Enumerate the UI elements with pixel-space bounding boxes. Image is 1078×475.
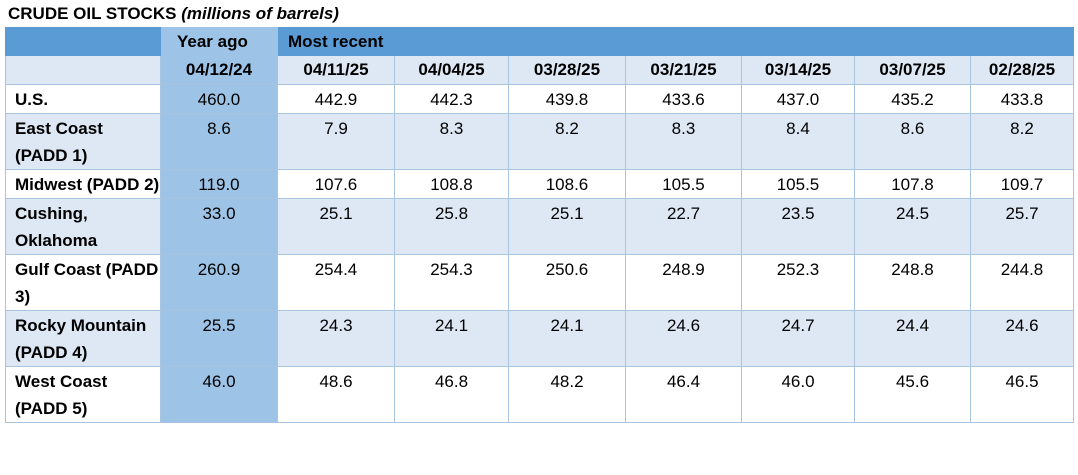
value-cell: 252.3 <box>741 254 855 311</box>
date-header: 03/07/25 <box>854 55 971 85</box>
value-cell: 8.6 <box>160 113 278 170</box>
value-cell: 23.5 <box>741 198 855 255</box>
value-cell: 46.0 <box>160 366 278 423</box>
value-cell: 25.1 <box>277 198 395 255</box>
value-cell: 8.2 <box>508 113 626 170</box>
value-cell: 442.3 <box>394 84 509 114</box>
table-row: U.S. 460.0 442.9 442.3 439.8 433.6 437.0 435.2 4… <box>5 84 1074 114</box>
value-cell: 8.4 <box>741 113 855 170</box>
value-cell: 24.1 <box>508 310 626 367</box>
value-cell: 250.6 <box>508 254 626 311</box>
value-cell: 8.2 <box>970 113 1074 170</box>
value-cell: 8.3 <box>625 113 742 170</box>
value-cell: 22.7 <box>625 198 742 255</box>
table-row: Rocky Mountain (PADD 4) 25.5 24.3 24.1 24.1 2… <box>5 310 1074 367</box>
value-cell: 105.5 <box>625 169 742 199</box>
value-cell: 48.6 <box>277 366 395 423</box>
table-row: Cushing, Oklahoma 33.0 25.1 25.8 25.1 22.7 23.… <box>5 198 1074 255</box>
value-cell: 48.2 <box>508 366 626 423</box>
value-cell: 105.5 <box>741 169 855 199</box>
value-cell: 433.6 <box>625 84 742 114</box>
value-cell: 46.4 <box>625 366 742 423</box>
value-cell: 108.6 <box>508 169 626 199</box>
value-cell: 24.7 <box>741 310 855 367</box>
date-header: 03/14/25 <box>741 55 855 85</box>
date-header: 02/28/25 <box>970 55 1074 85</box>
row-label: West Coast (PADD 5) <box>5 366 161 423</box>
value-cell: 46.5 <box>970 366 1074 423</box>
value-cell: 33.0 <box>160 198 278 255</box>
date-header: 03/21/25 <box>625 55 742 85</box>
value-cell: 24.1 <box>394 310 509 367</box>
value-cell: 435.2 <box>854 84 971 114</box>
value-cell: 437.0 <box>741 84 855 114</box>
group-header-row: Year ago Most recent <box>5 27 1074 56</box>
table-row: West Coast (PADD 5) 46.0 48.6 46.8 48.2 46.4 4… <box>5 366 1074 423</box>
row-label: U.S. <box>5 84 161 114</box>
date-header: 04/04/25 <box>394 55 509 85</box>
value-cell: 24.6 <box>970 310 1074 367</box>
value-cell: 107.6 <box>277 169 395 199</box>
value-cell: 24.5 <box>854 198 971 255</box>
date-header: 04/11/25 <box>277 55 395 85</box>
crude-oil-stocks-table: Year ago Most recent 04/12/24 04/11/25 04/… <box>5 27 1074 423</box>
date-header-row: 04/12/24 04/11/25 04/04/25 03/28/25 03/21/25… <box>5 55 1074 85</box>
value-cell: 244.8 <box>970 254 1074 311</box>
year-ago-header: Year ago <box>160 27 278 56</box>
value-cell: 25.1 <box>508 198 626 255</box>
value-cell: 260.9 <box>160 254 278 311</box>
value-cell: 45.6 <box>854 366 971 423</box>
title-subtitle: (millions of barrels) <box>181 4 339 23</box>
row-label: East Coast (PADD 1) <box>5 113 161 170</box>
value-cell: 8.3 <box>394 113 509 170</box>
value-cell: 46.0 <box>741 366 855 423</box>
value-cell: 433.8 <box>970 84 1074 114</box>
value-cell: 109.7 <box>970 169 1074 199</box>
value-cell: 254.3 <box>394 254 509 311</box>
title-main: CRUDE OIL STOCKS <box>8 4 177 23</box>
date-corner-cell <box>5 55 161 85</box>
table-row: Gulf Coast (PADD 3) 260.9 254.4 254.3 250.6 2… <box>5 254 1074 311</box>
table-row: East Coast (PADD 1) 8.6 7.9 8.3 8.2 8.3 8.4 8.6… <box>5 113 1074 170</box>
value-cell: 46.8 <box>394 366 509 423</box>
date-header: 03/28/25 <box>508 55 626 85</box>
value-cell: 460.0 <box>160 84 278 114</box>
value-cell: 254.4 <box>277 254 395 311</box>
value-cell: 248.9 <box>625 254 742 311</box>
table-row: Midwest (PADD 2) 119.0 107.6 108.8 108.6 105.… <box>5 169 1074 199</box>
value-cell: 442.9 <box>277 84 395 114</box>
value-cell: 439.8 <box>508 84 626 114</box>
value-cell: 24.4 <box>854 310 971 367</box>
row-label: Rocky Mountain (PADD 4) <box>5 310 161 367</box>
value-cell: 25.5 <box>160 310 278 367</box>
value-cell: 25.7 <box>970 198 1074 255</box>
value-cell: 24.6 <box>625 310 742 367</box>
value-cell: 25.8 <box>394 198 509 255</box>
value-cell: 24.3 <box>277 310 395 367</box>
date-header: 04/12/24 <box>160 55 278 85</box>
row-label: Gulf Coast (PADD 3) <box>5 254 161 311</box>
corner-cell <box>5 27 161 56</box>
value-cell: 107.8 <box>854 169 971 199</box>
row-label: Midwest (PADD 2) <box>5 169 161 199</box>
row-label: Cushing, Oklahoma <box>5 198 161 255</box>
value-cell: 108.8 <box>394 169 509 199</box>
value-cell: 8.6 <box>854 113 971 170</box>
most-recent-header: Most recent <box>277 27 1074 56</box>
table-title: CRUDE OIL STOCKS (millions of barrels) <box>8 3 339 25</box>
value-cell: 248.8 <box>854 254 971 311</box>
value-cell: 7.9 <box>277 113 395 170</box>
value-cell: 119.0 <box>160 169 278 199</box>
